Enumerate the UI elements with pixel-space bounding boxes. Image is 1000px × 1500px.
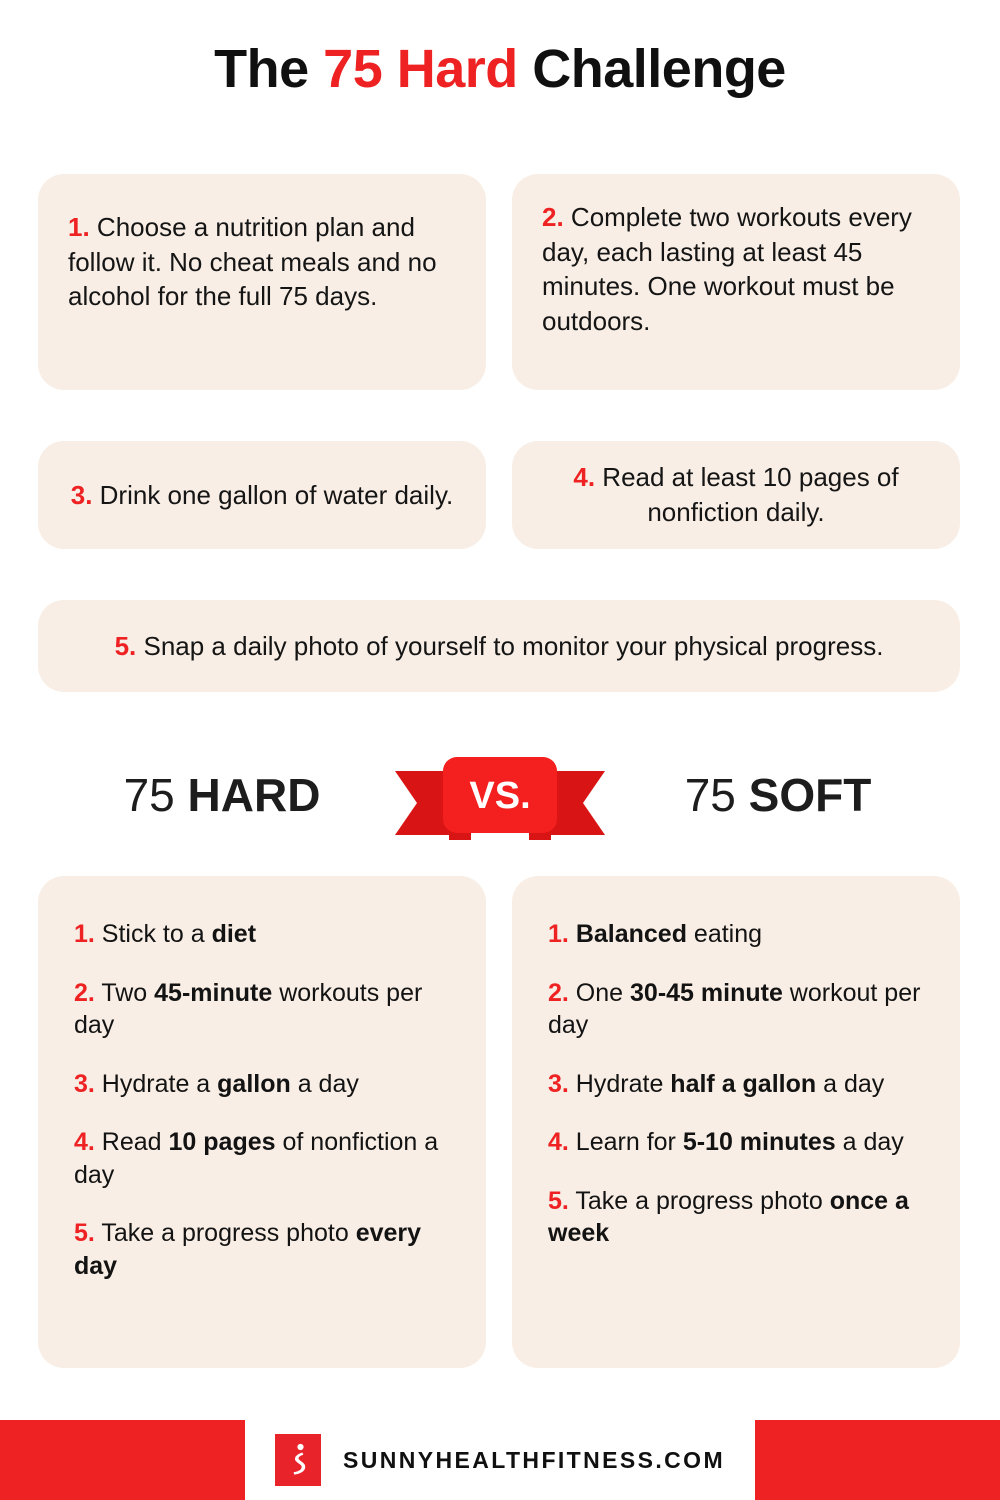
item-number: 4. [74, 1128, 95, 1156]
item-number: 5. [548, 1186, 569, 1215]
list-item: 4. Learn for 5-10 minutes a day [548, 1126, 930, 1159]
item-pre: Stick to a [94, 920, 212, 948]
hard-light-text: 75 [123, 768, 188, 821]
list-item: 3. Hydrate half a gallon a day [548, 1068, 930, 1101]
item-emphasis: half a gallon [670, 1069, 817, 1098]
rule-number: 3. [70, 479, 93, 510]
comparison-header: 75 HARD VS. 75 SOFT [0, 742, 1000, 847]
rule-text: Read at least 10 pages of nonfiction dai… [595, 462, 899, 527]
item-number: 1. [74, 920, 95, 948]
comparison-header-hard: 75 HARD [57, 768, 387, 822]
sunny-health-logo-icon [274, 1434, 321, 1486]
rule-number: 2. [542, 202, 564, 232]
item-number: 2. [548, 978, 569, 1007]
rule-card-4: 4. Read at least 10 pages of nonfiction … [512, 441, 960, 549]
rule-card-1: 1. Choose a nutrition plan and follow it… [38, 174, 486, 390]
footer-bar-right [755, 1420, 1000, 1500]
item-emphasis: every day [74, 1219, 422, 1280]
rule-text: Snap a daily photo of yourself to monito… [136, 630, 884, 661]
list-item: 5. Take a progress photo once a week [548, 1185, 930, 1250]
list-item: 1. Stick to a diet [74, 918, 456, 951]
item-post: of nonfiction a day [74, 1128, 439, 1189]
list-item: 5. Take a progress photo every day [74, 1217, 456, 1282]
item-number: 2. [74, 978, 95, 1007]
item-emphasis: 5-10 minutes [682, 1128, 836, 1156]
list-item: 4. Read 10 pages of nonfiction a day [74, 1126, 456, 1191]
item-post: a day [816, 1069, 885, 1098]
item-post: workout per day [548, 978, 921, 1040]
rule-text: Complete two workouts every day, each la… [542, 202, 912, 336]
list-item: 3. Hydrate a gallon a day [74, 1068, 456, 1101]
item-post: eating [686, 920, 763, 948]
item-pre: Hydrate [568, 1069, 671, 1098]
item-pre: Hydrate a [94, 1069, 218, 1098]
vs-ribbon: VS. [387, 745, 613, 845]
item-pre [569, 920, 576, 948]
panel-75-hard: 1. Stick to a diet 2. Two 45-minute work… [38, 876, 486, 1368]
item-number: 3. [74, 1069, 95, 1098]
item-emphasis: 10 pages [168, 1128, 276, 1156]
soft-bold-text: SOFT [748, 768, 872, 821]
item-pre: Learn for [568, 1128, 683, 1156]
rule-card-3: 3. Drink one gallon of water daily. [38, 441, 486, 549]
rule-card-2: 2. Complete two workouts every day, each… [512, 174, 960, 390]
rule-text: Choose a nutrition plan and follow it. N… [68, 212, 437, 312]
item-number: 4. [548, 1128, 569, 1156]
item-emphasis: diet [211, 920, 257, 948]
rule-number: 1. [68, 212, 90, 242]
item-pre: Read [94, 1128, 169, 1156]
item-pre: Two [94, 978, 155, 1007]
item-emphasis: gallon [217, 1069, 291, 1098]
list-item: 2. Two 45-minute workouts per day [74, 977, 456, 1042]
comparison-header-soft: 75 SOFT [613, 768, 943, 822]
hard-bold-text: HARD [187, 768, 321, 821]
rule-number: 5. [114, 630, 137, 661]
rule-card-5: 5. Snap a daily photo of yourself to mon… [38, 600, 960, 692]
panel-75-soft: 1. Balanced eating 2. One 30-45 minute w… [512, 876, 960, 1368]
item-number: 1. [548, 920, 569, 948]
item-post: workouts per day [74, 978, 423, 1040]
item-emphasis: once a week [548, 1186, 909, 1248]
item-pre: Take a progress photo [568, 1186, 830, 1215]
item-pre: One [568, 978, 631, 1007]
ribbon-shape-icon [395, 756, 605, 840]
footer-center: SUNNYHEALTHFITNESS.COM [245, 1420, 755, 1500]
soft-light-text: 75 [684, 768, 749, 821]
page-title: The 75 Hard Challenge [0, 39, 1000, 99]
footer-bar-left [0, 1420, 245, 1500]
item-post: a day [835, 1128, 904, 1156]
item-number: 5. [74, 1219, 95, 1247]
rule-text: Drink one gallon of water daily. [92, 479, 454, 510]
footer: SUNNYHEALTHFITNESS.COM [0, 1420, 1000, 1500]
rule-number: 4. [573, 462, 596, 493]
title-part1: The [214, 39, 324, 99]
runner-figure-icon [293, 1443, 306, 1475]
item-post: a day [290, 1069, 359, 1098]
item-number: 3. [548, 1069, 569, 1098]
item-emphasis: 45-minute [154, 978, 273, 1007]
item-pre: Take a progress photo [94, 1219, 356, 1247]
vs-label: VS. [469, 775, 531, 817]
list-item: 1. Balanced eating [548, 918, 930, 951]
title-highlight: 75 Hard [323, 39, 518, 99]
brand-name: SUNNYHEALTHFITNESS.COM [342, 1446, 726, 1473]
list-item: 2. One 30-45 minute workout per day [548, 977, 930, 1042]
item-emphasis: Balanced [575, 920, 687, 948]
title-part2: Challenge [517, 39, 786, 99]
item-emphasis: 30-45 minute [630, 978, 783, 1007]
